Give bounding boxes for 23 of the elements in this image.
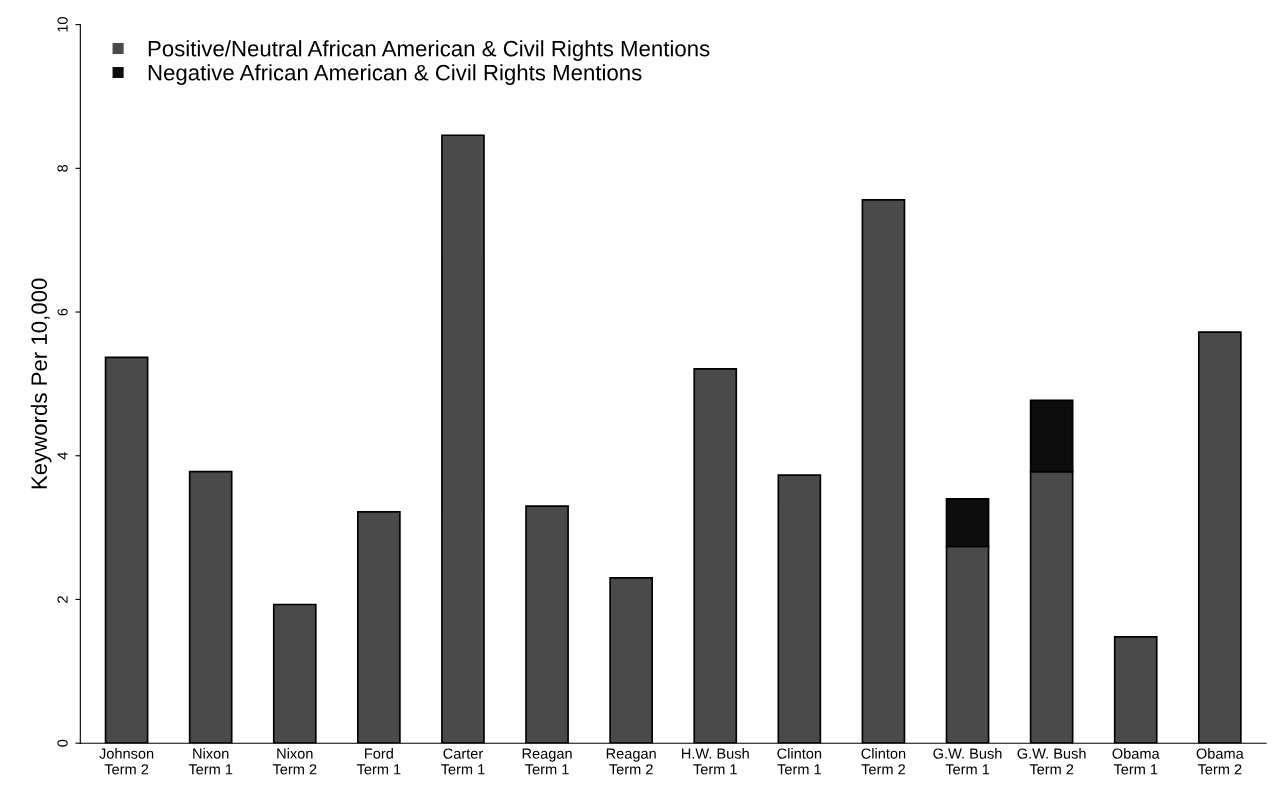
y-axis-title: Keywords Per 10,000 [30, 278, 52, 489]
x-tick-label: Johnson Term 2 [99, 748, 154, 775]
x-tick-label: Reagan Term 1 [522, 748, 572, 775]
y-tick-label: 0 [57, 739, 68, 747]
x-tick-label: G.W. Bush Term 2 [1017, 748, 1086, 775]
y-tick-label: 8 [57, 164, 68, 172]
x-tick-label: Carter Term 1 [441, 748, 485, 775]
x-tick-label: Nixon Term 2 [272, 748, 317, 775]
x-tick-label: Nixon Term 1 [188, 748, 233, 775]
x-tick-label: Clinton Term 2 [861, 748, 906, 775]
y-tick-label: 2 [57, 596, 68, 603]
x-tick-label: Obama Term 1 [1112, 748, 1160, 775]
legend-label: Negative African American & Civil Rights Mentions [148, 64, 642, 85]
y-tick-label: 4 [57, 452, 68, 460]
x-tick-label: Obama Term 2 [1196, 748, 1244, 775]
x-tick-label: H.W. Bush Term 1 [682, 748, 749, 775]
x-tick-label: Ford Term 1 [356, 748, 401, 775]
y-tick-label: 10 [57, 17, 68, 32]
x-tick-label: G.W. Bush Term 1 [933, 748, 1002, 775]
legend-label: Positive/Neutral African American & Civil Rights Mentions [148, 40, 710, 61]
x-tick-label: Reagan Term 2 [606, 748, 656, 775]
y-tick-label: 6 [57, 308, 68, 316]
x-tick-label: Clinton Term 1 [777, 748, 822, 775]
